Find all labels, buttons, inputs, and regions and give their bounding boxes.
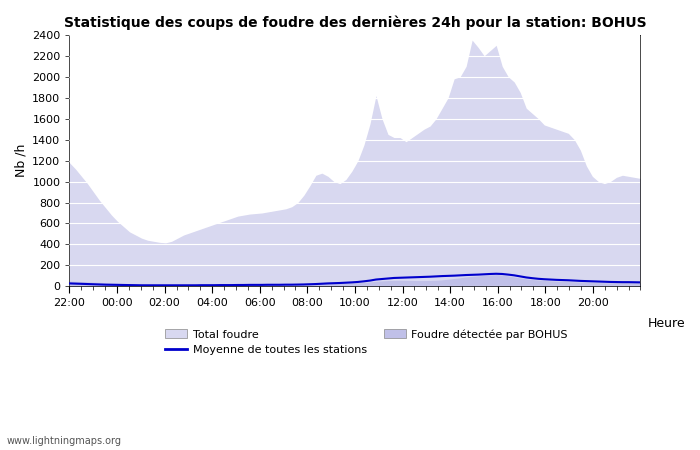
Legend: Total foudre, Moyenne de toutes les stations, Foudre détectée par BOHUS: Total foudre, Moyenne de toutes les stat… xyxy=(160,324,573,360)
Text: Heure: Heure xyxy=(648,317,685,330)
Text: www.lightningmaps.org: www.lightningmaps.org xyxy=(7,436,122,446)
Y-axis label: Nb /h: Nb /h xyxy=(15,144,28,177)
Title: Statistique des coups de foudre des dernières 24h pour la station: BOHUS: Statistique des coups de foudre des dern… xyxy=(64,15,646,30)
